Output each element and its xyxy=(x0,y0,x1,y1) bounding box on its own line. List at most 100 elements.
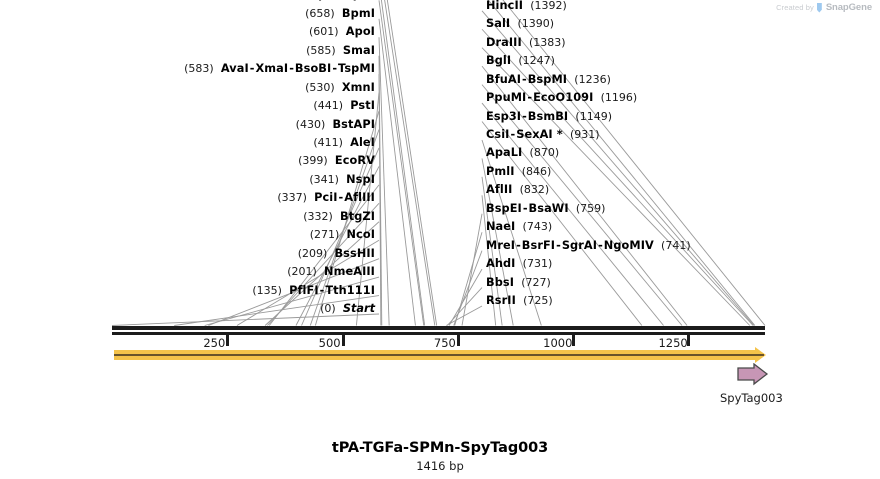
enzyme-name: AflII xyxy=(486,183,513,197)
feature-arrow-shape xyxy=(737,363,769,386)
enzyme-site-position: (1196) xyxy=(600,91,638,105)
enzyme-site-label[interactable]: (337) PciI-AflIII xyxy=(277,192,375,203)
enzyme-name: SalI xyxy=(486,17,511,31)
orf-arrow[interactable] xyxy=(108,344,780,366)
enzyme-site-label[interactable]: RsrII (725) xyxy=(486,295,553,306)
enzyme-site-position: (271) xyxy=(309,228,340,242)
enzyme-site-label[interactable]: PmlI (846) xyxy=(486,166,551,177)
enzyme-site-position: (201) xyxy=(287,265,317,279)
enzyme-name-separator: - xyxy=(338,191,344,205)
enzyme-name: BspEI xyxy=(486,201,522,215)
enzyme-site-label[interactable]: DraIII (1383) xyxy=(486,37,566,48)
ruler-tick-500 xyxy=(341,335,345,346)
enzyme-name: Esp3I xyxy=(486,109,522,123)
enzyme-name: AvaI xyxy=(220,62,249,76)
enzyme-name: HincII xyxy=(486,0,524,12)
enzyme-name: ApaLI xyxy=(486,146,523,160)
enzyme-name: BsmBI xyxy=(527,109,569,123)
enzyme-name-separator: - xyxy=(556,238,561,252)
enzyme-site-position: (332) xyxy=(303,209,333,223)
enzyme-site-label[interactable]: (341) NspI xyxy=(309,174,375,185)
enzyme-site-label[interactable]: MreI-BsrFI-SgrAI-NgoMIV (741) xyxy=(486,238,691,252)
enzyme-name: NgoMIV xyxy=(603,238,654,252)
enzyme-site-label[interactable]: (209) BssHII xyxy=(297,246,375,260)
enzyme-site-label[interactable]: ApaLI (870) xyxy=(486,147,559,158)
enzyme-site-label[interactable]: (399) EcoRV xyxy=(298,155,375,166)
enzyme-site-label[interactable]: AflII (832) xyxy=(486,184,549,195)
enzyme-site-label[interactable]: CsiI-SexAI * (931) xyxy=(486,129,600,140)
enzyme-name-separator: - xyxy=(331,0,338,1)
enzyme-site-label[interactable]: BfuAI-BspMI (1236) xyxy=(486,72,611,86)
leader-line xyxy=(461,213,483,326)
enzyme-site-position: (530) xyxy=(305,80,335,94)
enzyme-site-label[interactable]: (583) AvaI-XmaI-BsoBI-TspMI xyxy=(184,63,375,74)
enzyme-name: RsrII xyxy=(486,294,516,307)
enzyme-name: EcoO109I xyxy=(533,91,594,105)
enzyme-name-separator: - xyxy=(295,0,302,1)
enzyme-name-separator: - xyxy=(598,238,603,252)
enzyme-site-label[interactable]: (135) PflFI-Tth111I xyxy=(252,283,375,297)
enzyme-site-label[interactable]: (658) BpmI xyxy=(305,8,375,19)
enzyme-name: AhdI xyxy=(486,257,516,271)
enzyme-site-label[interactable]: (430) BstAPI xyxy=(296,118,375,129)
watermark-created-by-text: Created by xyxy=(776,3,814,12)
enzyme-name: EarI xyxy=(270,0,296,1)
ruler-label-750: 750 xyxy=(433,336,456,350)
enzyme-site-label[interactable]: (530) XmnI xyxy=(305,80,375,94)
enzyme-site-position: (1383) xyxy=(528,35,566,49)
enzyme-site-label[interactable]: (441) PstI xyxy=(313,100,375,111)
page-subtitle: 1416 bp xyxy=(416,459,464,473)
enzyme-site-label[interactable]: (601) ApoI xyxy=(309,26,375,37)
enzyme-site-position: (731) xyxy=(522,257,553,271)
enzyme-site-label[interactable]: HincII (1392) xyxy=(486,0,567,11)
leader-line xyxy=(446,305,483,326)
enzyme-name: BssHII xyxy=(334,246,375,260)
enzyme-name: XmaI xyxy=(255,62,289,76)
enzyme-site-label[interactable]: (201) NmeAIII xyxy=(287,266,375,277)
snapgene-watermark: Created by SnapGene xyxy=(776,2,872,13)
enzyme-site-position: (846) xyxy=(521,164,552,178)
feature-label-spytag003: SpyTag003 xyxy=(719,391,783,405)
enzyme-site-position: (135) xyxy=(252,283,282,297)
enzyme-name: PflFI xyxy=(289,283,319,297)
enzyme-site-position: (870) xyxy=(529,146,560,160)
enzyme-name-separator: - xyxy=(522,72,527,86)
leader-line xyxy=(386,0,438,326)
enzyme-name: DraIII xyxy=(486,35,522,49)
enzyme-site-position: (1236) xyxy=(574,72,611,86)
enzyme-site-label[interactable]: BbsI (727) xyxy=(486,276,551,287)
enzyme-site-position: (1390) xyxy=(517,17,555,31)
enzyme-site-label[interactable]: AhdI (731) xyxy=(486,258,552,269)
enzyme-name-separator: - xyxy=(527,91,533,105)
enzyme-site-position: (931) xyxy=(569,127,600,141)
enzyme-site-label[interactable]: PpuMI-EcoO109I (1196) xyxy=(486,92,637,103)
feature-arrow-spytag003[interactable] xyxy=(737,363,771,389)
enzyme-site-label[interactable]: Esp3I-BsmBI (1149) xyxy=(486,109,612,123)
enzyme-site-label[interactable]: (585) SmaI xyxy=(306,45,375,56)
enzyme-name: TspMI xyxy=(338,62,375,76)
enzyme-name: NaeI xyxy=(486,220,516,234)
enzyme-name: BspQI xyxy=(337,0,375,1)
leader-line xyxy=(111,313,380,326)
enzyme-site-position: (341) xyxy=(309,172,339,186)
enzyme-name: Start xyxy=(342,302,375,315)
enzyme-site-position: (759) xyxy=(575,201,606,215)
enzyme-name-separator: - xyxy=(510,127,516,141)
enzyme-site-position: (209) xyxy=(297,246,328,260)
enzyme-site-label[interactable]: BglI (1247) xyxy=(486,55,555,66)
enzyme-name: PstI xyxy=(350,99,375,113)
enzyme-site-label[interactable]: SalI (1390) xyxy=(486,18,554,29)
snapgene-flag-icon xyxy=(817,3,823,13)
enzyme-site-label[interactable]: (271) NcoI xyxy=(310,229,375,240)
leader-line xyxy=(446,287,483,326)
enzyme-name: NspI xyxy=(346,172,375,186)
enzyme-site-label[interactable]: NaeI (743) xyxy=(486,221,552,232)
enzyme-site-label[interactable]: (0) Start xyxy=(320,303,375,314)
enzyme-name-separator: - xyxy=(319,283,325,297)
enzyme-site-label[interactable]: (332) BtgZI xyxy=(303,211,375,222)
ruler-tick-750 xyxy=(456,335,460,346)
leader-line xyxy=(378,55,383,326)
enzyme-site-label[interactable]: (411) AleI xyxy=(313,137,375,148)
enzyme-site-label[interactable]: BspEI-BsaWI (759) xyxy=(486,203,605,214)
